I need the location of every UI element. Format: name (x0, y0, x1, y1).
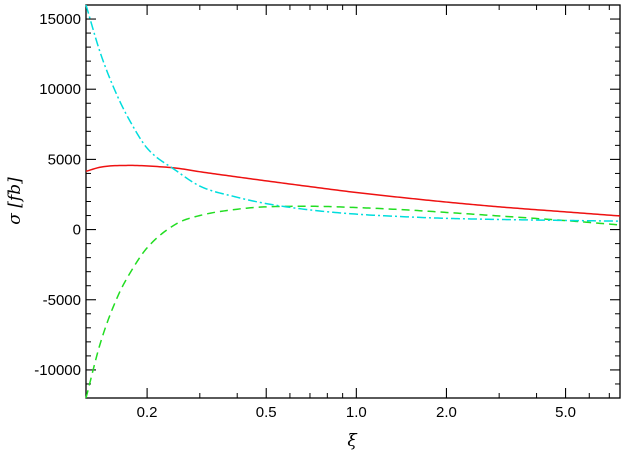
y-tick-label: -10000 (34, 362, 81, 379)
x-tick-label: 0.2 (137, 404, 158, 421)
x-tick-label: 2.0 (436, 404, 457, 421)
x-tick-label: 0.5 (256, 404, 277, 421)
y-tick-label: 10000 (39, 81, 81, 98)
plot-frame (85, 4, 621, 399)
y-tick-label: 15000 (39, 11, 81, 28)
x-tick-label: 1.0 (346, 404, 367, 421)
series-solid-red-line (85, 164, 621, 217)
minor-ticks (86, 4, 620, 399)
tick-labels: 15000 10000 5000 0 -5000 -10000 0.2 0.5 1.0 2.0 5.… (34, 11, 576, 421)
y-tick-label: 0 (73, 222, 81, 239)
series-dashed-green-line (85, 205, 621, 399)
series-group (85, 4, 621, 399)
series-dashdot-cyan-line (85, 4, 621, 222)
y-tick-label: 5000 (48, 151, 81, 168)
y-axis-label: σ [fb] (5, 177, 25, 225)
y-tick-label: -5000 (43, 292, 81, 309)
x-axis-label: ξ (347, 431, 358, 451)
x-tick-label: 5.0 (555, 404, 576, 421)
major-ticks (86, 5, 620, 398)
